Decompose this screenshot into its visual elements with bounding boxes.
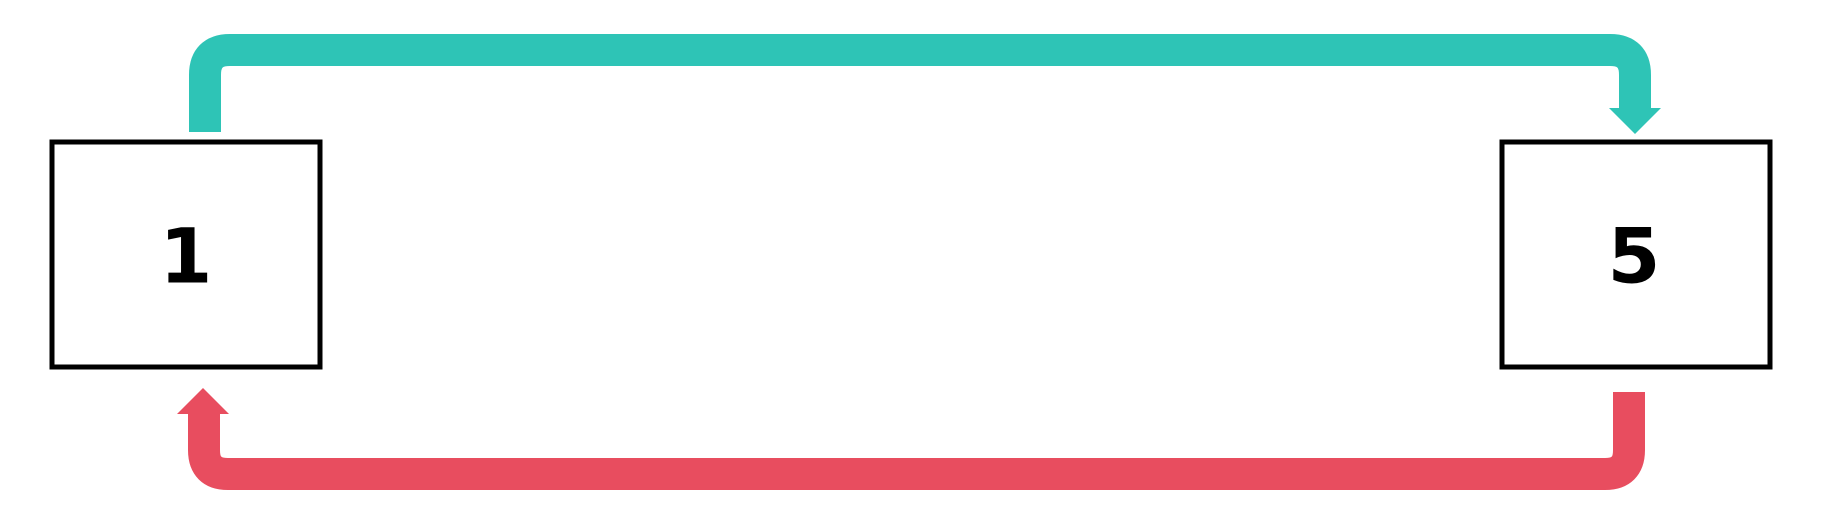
node-1-box <box>49 139 323 370</box>
node-1: 1 <box>49 139 323 370</box>
edge-5-to-1 <box>177 388 1645 490</box>
node-5-label: 5 <box>1608 212 1661 301</box>
node-1-label: 1 <box>160 212 213 301</box>
edge-1-to-5-line <box>189 34 1651 132</box>
node-5-box <box>1499 139 1773 370</box>
edge-5-to-1-line <box>188 392 1645 490</box>
edge-1-to-5-arrowhead <box>1609 108 1661 134</box>
edge-1-to-5 <box>189 34 1661 134</box>
edge-5-to-1-arrowhead <box>177 388 229 414</box>
node-5: 5 <box>1499 139 1773 370</box>
